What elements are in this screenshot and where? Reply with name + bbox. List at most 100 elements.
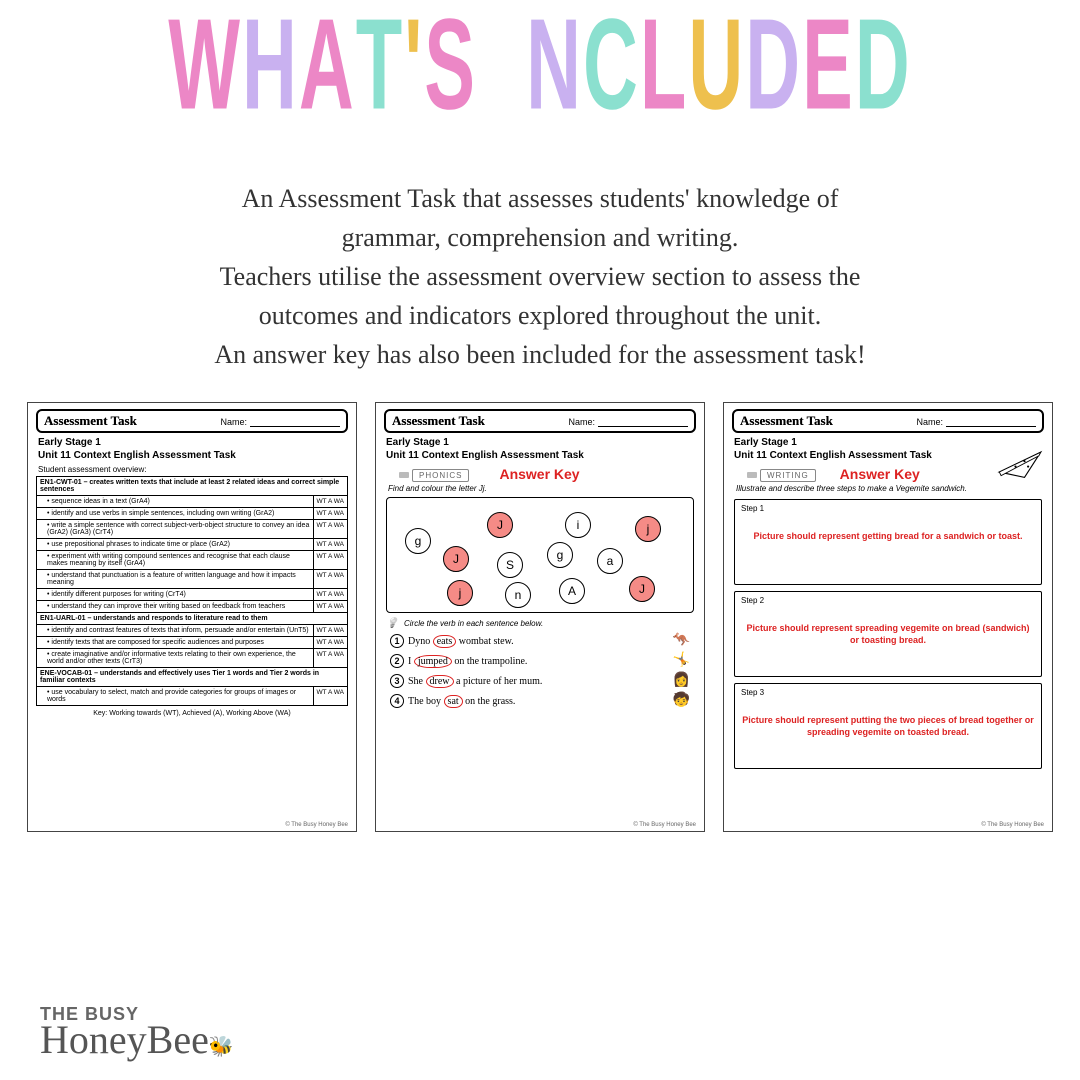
name-field: Name: xyxy=(568,417,688,427)
letter-bubble: g xyxy=(405,528,431,554)
name-label: Name: xyxy=(568,417,595,427)
rubric-indicator: • identify and contrast features of text… xyxy=(37,625,314,637)
step-answer: Picture should represent getting bread f… xyxy=(741,531,1035,543)
letter-bubble: J xyxy=(443,546,469,572)
sandwich-icon xyxy=(996,445,1044,481)
preview-page-rubric: Assessment Task Name: Early Stage 1 Unit… xyxy=(27,402,357,832)
phonics-instruction: Find and colour the letter Jj. xyxy=(388,484,692,493)
sentence-icon: 🤸 xyxy=(673,652,690,669)
section-tag-phonics: PHONICS xyxy=(412,469,469,482)
worksheet-title: Assessment Task xyxy=(392,413,485,429)
sentence-icon: 🦘 xyxy=(673,632,690,649)
unit-label: Unit 11 Context English Assessment Task xyxy=(386,450,694,461)
letter-bubble: a xyxy=(597,548,623,574)
rubric-indicator: • understand they can improve their writ… xyxy=(37,601,314,613)
letter-find-box: gJijJSagjnAJ xyxy=(386,497,694,613)
stage-label: Early Stage 1 xyxy=(38,437,346,448)
rubric-scale: WT A WA xyxy=(313,508,347,520)
rubric-indicator: • create imaginative and/or informative … xyxy=(37,649,314,668)
preview-row: Assessment Task Name: Early Stage 1 Unit… xyxy=(0,402,1080,832)
letter-bubble: j xyxy=(635,516,661,542)
rubric-indicator: • sequence ideas in a text (GrA4) xyxy=(37,496,314,508)
section-tag-writing: WRITING xyxy=(760,469,816,482)
rubric-outcome: EN1-UARL-01 – understands and responds t… xyxy=(37,613,348,625)
rubric-indicator: • experiment with writing compound sente… xyxy=(37,551,314,570)
bee-icon: 🐝 xyxy=(209,1038,234,1056)
answer-key-label: Answer Key xyxy=(840,466,920,482)
name-label: Name: xyxy=(916,417,943,427)
rubric-scale: WT A WA xyxy=(313,520,347,539)
rubric-scale: WT A WA xyxy=(313,625,347,637)
desc-line: grammar, comprehension and writing. xyxy=(50,218,1030,257)
rubric-indicator: • understand that punctuation is a featu… xyxy=(37,570,314,589)
worksheet-header: Assessment Task Name: xyxy=(384,409,696,433)
rubric-scale: WT A WA xyxy=(313,570,347,589)
rubric-scale: WT A WA xyxy=(313,649,347,668)
rubric-scale: WT A WA xyxy=(313,601,347,613)
stage-label: Early Stage 1 xyxy=(386,437,694,448)
rubric-scale: WT A WA xyxy=(313,687,347,706)
step-label: Step 1 xyxy=(741,504,1035,513)
description-block: An Assessment Task that assesses student… xyxy=(50,179,1030,374)
worksheet-title: Assessment Task xyxy=(44,413,137,429)
desc-line: An answer key has also been included for… xyxy=(50,335,1030,374)
step-label: Step 3 xyxy=(741,688,1035,697)
step-answer: Picture should represent spreading vegem… xyxy=(741,623,1035,646)
verb-sentence: 3She drew a picture of her mum.👩 xyxy=(390,674,690,688)
rubric-outcome: ENE-VOCAB-01 – understands and effective… xyxy=(37,668,348,687)
name-field: Name: xyxy=(916,417,1036,427)
page-title: WHAT'S INCLUDED xyxy=(0,0,1080,104)
rubric-table: EN1-CWT-01 – creates written texts that … xyxy=(36,476,348,706)
writing-step: Step 1 Picture should represent getting b… xyxy=(734,499,1042,585)
answer-key-label: Answer Key xyxy=(499,466,579,482)
letter-bubble: j xyxy=(447,580,473,606)
desc-line: Teachers utilise the assessment overview… xyxy=(50,257,1030,296)
step-answer: Picture should represent putting the two… xyxy=(741,715,1035,738)
letter-bubble: S xyxy=(497,552,523,578)
preview-page-writing: Assessment Task Name: Early Stage 1 Unit… xyxy=(723,402,1053,832)
writing-step: Step 3 Picture should represent putting t… xyxy=(734,683,1042,769)
worksheet-header: Assessment Task Name: xyxy=(36,409,348,433)
copyright: © The Busy Honey Bee xyxy=(981,822,1044,828)
verb-sentence: 1Dyno eats wombat stew.🦘 xyxy=(390,634,690,648)
copyright: © The Busy Honey Bee xyxy=(285,822,348,828)
rubric-indicator: • write a simple sentence with correct s… xyxy=(37,520,314,539)
rubric-indicator: • use prepositional phrases to indicate … xyxy=(37,539,314,551)
rubric-scale: WT A WA xyxy=(313,637,347,649)
letter-bubble: g xyxy=(547,542,573,568)
brand-logo: THE BUSY HoneyBee🐝 xyxy=(40,1006,234,1058)
letter-bubble: n xyxy=(505,582,531,608)
worksheet-title: Assessment Task xyxy=(740,413,833,429)
preview-page-phonics: Assessment Task Name: Early Stage 1 Unit… xyxy=(375,402,705,832)
sentence-icon: 🧒 xyxy=(673,692,690,709)
letter-bubble: J xyxy=(487,512,513,538)
rubric-scale: WT A WA xyxy=(313,496,347,508)
desc-line: outcomes and indicators explored through… xyxy=(50,296,1030,335)
copyright: © The Busy Honey Bee xyxy=(633,822,696,828)
step-label: Step 2 xyxy=(741,596,1035,605)
rubric-indicator: • identify and use verbs in simple sente… xyxy=(37,508,314,520)
sentence-icon: 👩 xyxy=(673,672,690,689)
rubric-scale: WT A WA xyxy=(313,539,347,551)
rubric-key: Key: Working towards (WT), Achieved (A),… xyxy=(28,710,356,717)
rubric-indicator: • identify texts that are composed for s… xyxy=(37,637,314,649)
verb-sentence: 2I jumped on the trampoline.🤸 xyxy=(390,654,690,668)
rubric-caption: Student assessment overview: xyxy=(38,465,346,474)
verb-instruction: Circle the verb in each sentence below. xyxy=(404,619,692,628)
desc-line: An Assessment Task that assesses student… xyxy=(50,179,1030,218)
name-field: Name: xyxy=(220,417,340,427)
letter-bubble: A xyxy=(559,578,585,604)
letter-bubble: J xyxy=(629,576,655,602)
rubric-scale: WT A WA xyxy=(313,589,347,601)
writing-instruction: Illustrate and describe three steps to m… xyxy=(736,484,1040,493)
rubric-outcome: EN1-CWT-01 – creates written texts that … xyxy=(37,477,348,496)
logo-line2: HoneyBee🐝 xyxy=(40,1022,234,1058)
letter-bubble: i xyxy=(565,512,591,538)
writing-step: Step 2 Picture should represent spreading… xyxy=(734,591,1042,677)
worksheet-header: Assessment Task Name: xyxy=(732,409,1044,433)
name-label: Name: xyxy=(220,417,247,427)
rubric-scale: WT A WA xyxy=(313,551,347,570)
verb-sentence: 4The boy sat on the grass.🧒 xyxy=(390,694,690,708)
unit-label: Unit 11 Context English Assessment Task xyxy=(38,450,346,461)
rubric-indicator: • identify different purposes for writin… xyxy=(37,589,314,601)
